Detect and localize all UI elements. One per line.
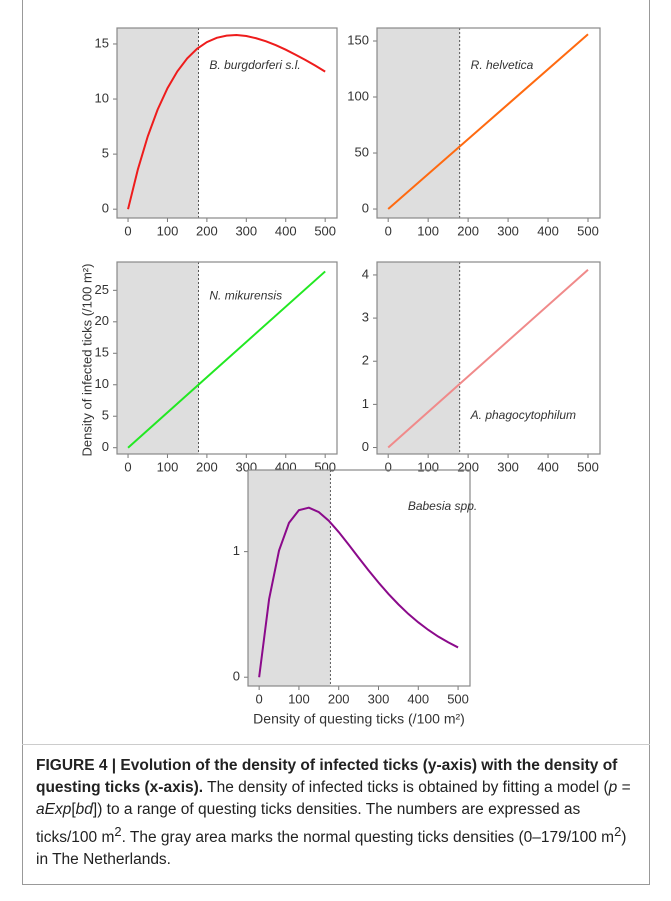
shaded-range xyxy=(377,28,460,218)
y-tick-label: 5 xyxy=(102,408,109,423)
y-tick-label: 0 xyxy=(233,669,240,684)
x-tick-label: 200 xyxy=(328,691,350,706)
x-tick-label: 400 xyxy=(537,223,559,238)
caption-text: p xyxy=(608,779,618,796)
y-tick-label: 5 xyxy=(102,146,109,161)
y-tick-label: 150 xyxy=(347,32,369,47)
x-tick-label: 200 xyxy=(196,223,218,238)
caption: FIGURE 4 | Evolution of the density of i… xyxy=(22,744,650,885)
caption-text: [ xyxy=(71,801,76,818)
shaded-range xyxy=(117,262,199,454)
x-axis-title: Density of questing ticks (/100 m²) xyxy=(253,711,465,727)
x-tick-label: 200 xyxy=(457,459,479,474)
data-line xyxy=(258,506,459,678)
y-tick-label: 0 xyxy=(362,200,369,215)
x-tick-label: 400 xyxy=(275,223,297,238)
y-tick-label: 1 xyxy=(233,543,240,558)
y-tick-label: 20 xyxy=(95,313,109,328)
x-tick-label: 0 xyxy=(256,691,263,706)
caption-text: ]) to a range of questing ticks densitie… xyxy=(36,801,581,847)
x-tick-label: 100 xyxy=(417,459,439,474)
x-tick-label: 100 xyxy=(157,223,179,238)
y-tick-label: 15 xyxy=(95,345,109,360)
y-tick-label: 10 xyxy=(95,90,109,105)
y-tick-label: 50 xyxy=(355,144,369,159)
x-tick-label: 300 xyxy=(497,459,519,474)
data-line xyxy=(127,34,326,210)
caption-text: The density of infected ticks is obtaine… xyxy=(207,779,609,796)
x-tick-label: 100 xyxy=(157,459,179,474)
plot-frame xyxy=(376,261,601,455)
x-tick-label: 300 xyxy=(235,223,257,238)
plot-frame xyxy=(116,27,338,219)
x-tick-label: 400 xyxy=(537,459,559,474)
y-tick-label: 0 xyxy=(362,439,369,454)
caption-text: = xyxy=(617,779,631,796)
x-tick-label: 200 xyxy=(196,459,218,474)
panel-label: Babesia spp. xyxy=(408,499,477,513)
y-tick-label: 1 xyxy=(362,396,369,411)
shaded-range xyxy=(117,28,199,218)
x-tick-label: 0 xyxy=(124,223,131,238)
y-tick-label: 10 xyxy=(95,376,109,391)
data-line xyxy=(387,33,589,210)
x-tick-label: 500 xyxy=(577,223,599,238)
shaded-range xyxy=(377,262,460,454)
shaded-range xyxy=(248,470,331,686)
plot-frame xyxy=(247,469,471,687)
y-tick-label: 3 xyxy=(362,310,369,325)
x-tick-label: 500 xyxy=(314,223,336,238)
plot-frame xyxy=(116,261,338,455)
x-tick-label: 300 xyxy=(497,223,519,238)
panel-label: B. burgdorferi s.l. xyxy=(209,58,300,72)
panel-label: A. phagocytophilum xyxy=(470,408,576,422)
y-tick-label: 25 xyxy=(95,282,109,297)
x-tick-label: 0 xyxy=(385,459,392,474)
figure-frame xyxy=(22,0,650,885)
figure: Density of infected ticks (/100 m²) 0510… xyxy=(79,27,601,727)
y-tick-label: 100 xyxy=(347,88,369,103)
panel-label: N. mikurensis xyxy=(209,289,282,303)
caption-text: 2 xyxy=(614,824,622,839)
x-tick-label: 400 xyxy=(407,691,429,706)
x-tick-label: 500 xyxy=(447,691,469,706)
caption-title: FIGURE 4 | Evolution of the density of i… xyxy=(36,757,618,796)
x-tick-label: 100 xyxy=(417,223,439,238)
x-tick-label: 100 xyxy=(288,691,310,706)
plot-frame xyxy=(376,27,601,219)
x-tick-label: 200 xyxy=(457,223,479,238)
y-tick-label: 0 xyxy=(102,439,109,454)
y-tick-label: 15 xyxy=(95,35,109,50)
caption-text: . The gray area marks the normal questin… xyxy=(121,829,615,847)
panel-label: R. helvetica xyxy=(471,58,534,72)
caption-text: 2 xyxy=(114,824,122,839)
data-line xyxy=(127,270,326,449)
y-tick-label: 4 xyxy=(362,266,369,281)
y-tick-label: 0 xyxy=(102,201,109,216)
y-axis-title: Density of infected ticks (/100 m²) xyxy=(79,264,94,457)
caption-text: bd xyxy=(75,801,93,818)
data-line xyxy=(387,269,589,449)
x-tick-label: 500 xyxy=(577,459,599,474)
caption-text: aExp xyxy=(36,801,72,818)
x-tick-label: 0 xyxy=(124,459,131,474)
y-tick-label: 2 xyxy=(362,353,369,368)
x-tick-label: 0 xyxy=(385,223,392,238)
caption-text: ) in The Netherlands. xyxy=(36,829,627,869)
x-tick-label: 300 xyxy=(368,691,390,706)
